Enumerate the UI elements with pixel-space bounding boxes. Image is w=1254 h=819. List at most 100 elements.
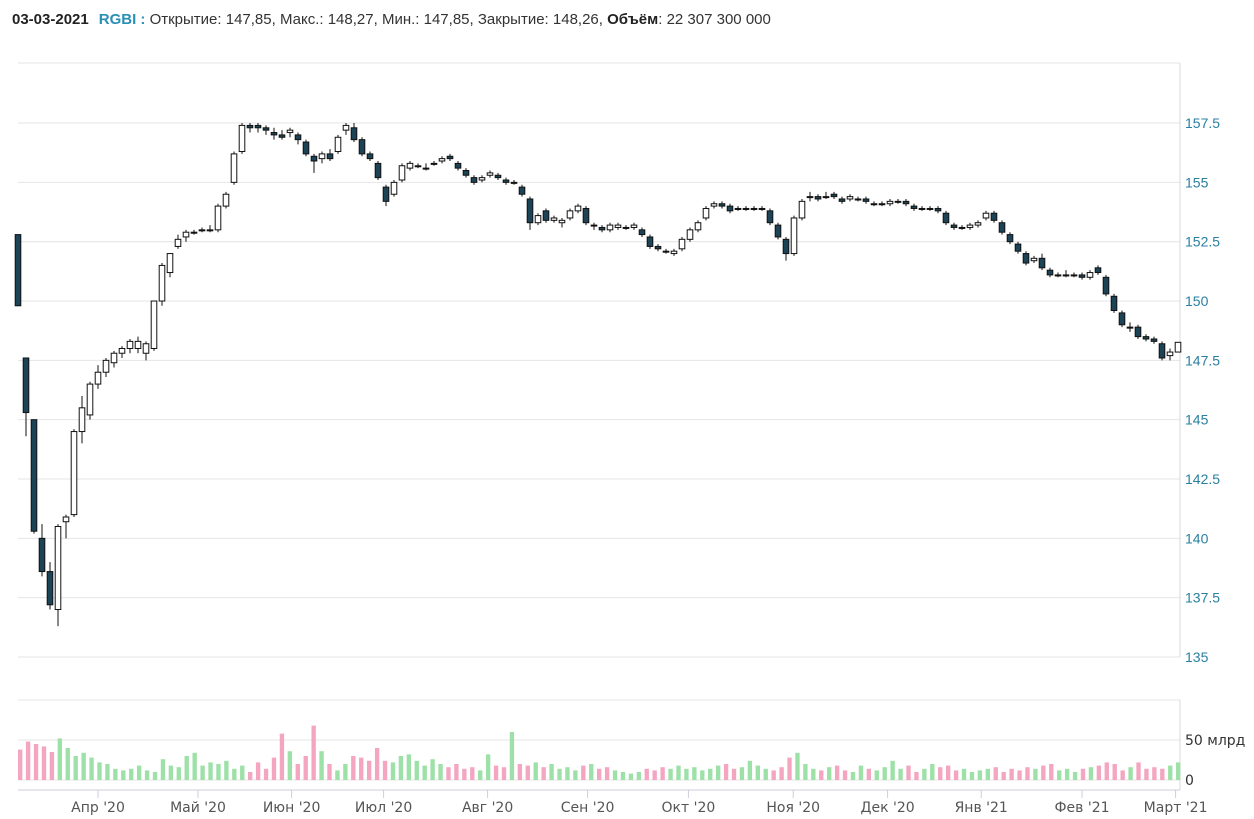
candle-body (974, 222, 982, 226)
candle-body (854, 198, 862, 201)
candle-body (1038, 257, 1046, 269)
candle-body (190, 231, 198, 234)
candle (230, 151, 238, 185)
candle (534, 213, 542, 226)
candle (14, 234, 22, 307)
volume-bar (557, 768, 562, 780)
candle (310, 153, 318, 173)
volume-bar (581, 765, 586, 780)
volume-bar (57, 738, 63, 780)
candle-body (358, 139, 366, 155)
candle-body (886, 200, 894, 205)
volume-bar (565, 767, 570, 780)
volume-bar (827, 767, 832, 780)
volume-bar (438, 764, 443, 780)
candle (406, 161, 414, 171)
candle (86, 381, 94, 420)
price-tick-label: 152.5 (1185, 234, 1220, 250)
volume-bar (1136, 762, 1141, 780)
volume-bar (73, 756, 78, 780)
price-tick-label: 147.5 (1185, 352, 1220, 368)
volume-bar (303, 756, 308, 780)
candle-body (486, 172, 494, 176)
quote-header: 03-03-2021 RGBI : Открытие: 147,85, Макс.… (12, 11, 771, 28)
volume-bar (374, 748, 380, 780)
candle-body (518, 186, 526, 195)
candle (1158, 341, 1166, 361)
candle-body (702, 207, 710, 219)
candle-body (310, 155, 318, 162)
candle-body (390, 181, 398, 195)
volume-bar (612, 770, 618, 780)
volume-bar (779, 767, 784, 780)
volume-bar (136, 765, 142, 780)
volume-bar (311, 725, 316, 780)
volume-bar (1009, 768, 1014, 780)
candle-body (438, 158, 446, 162)
candle (318, 151, 326, 164)
candle (646, 234, 654, 249)
volume-bar (485, 754, 491, 780)
volume-bar (1017, 770, 1022, 780)
candle (574, 203, 582, 214)
candle-body (534, 215, 542, 224)
volume-bar (81, 752, 86, 780)
volume-bar (715, 765, 721, 780)
candle-body (606, 224, 614, 231)
volume-bar (263, 768, 269, 780)
candle-body (78, 407, 86, 433)
candle-body (70, 431, 78, 516)
candle-body (102, 359, 110, 373)
candle (54, 524, 62, 627)
candle-body (126, 340, 134, 349)
volume-bar (620, 772, 626, 780)
volume-bar (819, 770, 824, 780)
volume-bar (938, 767, 943, 780)
candle-body (262, 127, 270, 131)
candle-body (30, 419, 38, 532)
candle-body (374, 162, 382, 179)
volume-bar (18, 749, 23, 780)
volume-bar (1096, 765, 1102, 780)
low-label: Мин.: (381, 11, 420, 28)
volume-bar (208, 762, 213, 780)
volume-bar (541, 767, 546, 780)
candle-body (1030, 257, 1038, 262)
candle (1150, 336, 1158, 344)
candle (974, 220, 982, 228)
volume-bar (898, 768, 903, 780)
candle (358, 137, 366, 157)
candle-body (54, 525, 62, 611)
volume-bar (1088, 767, 1094, 780)
candle-body (1134, 326, 1142, 338)
candle-body (326, 153, 334, 160)
candle (246, 123, 254, 133)
candle (206, 225, 214, 233)
volume-bar (216, 764, 221, 780)
volume-bar (89, 757, 94, 780)
candle (270, 127, 278, 140)
candle (566, 208, 574, 221)
candle-body (1102, 276, 1110, 295)
candle-body (742, 207, 750, 210)
candle-body (206, 229, 214, 232)
candle (790, 215, 798, 256)
candle (1102, 274, 1110, 297)
candle-body (334, 136, 342, 153)
candle (1142, 334, 1150, 342)
volume-bar (144, 770, 150, 780)
candle-body (1094, 267, 1102, 274)
x-tick-label: Сен '20 (561, 800, 615, 816)
volume-bar (787, 757, 792, 780)
candle-body (814, 196, 822, 200)
candle-body (174, 238, 182, 247)
candle-body (230, 153, 238, 183)
candle (958, 225, 966, 230)
candle-body (342, 124, 350, 131)
candle-body (1014, 243, 1022, 252)
volume-bar (49, 752, 55, 780)
candle (1094, 265, 1102, 275)
candle-body (1054, 274, 1062, 277)
candle-body (470, 177, 478, 183)
